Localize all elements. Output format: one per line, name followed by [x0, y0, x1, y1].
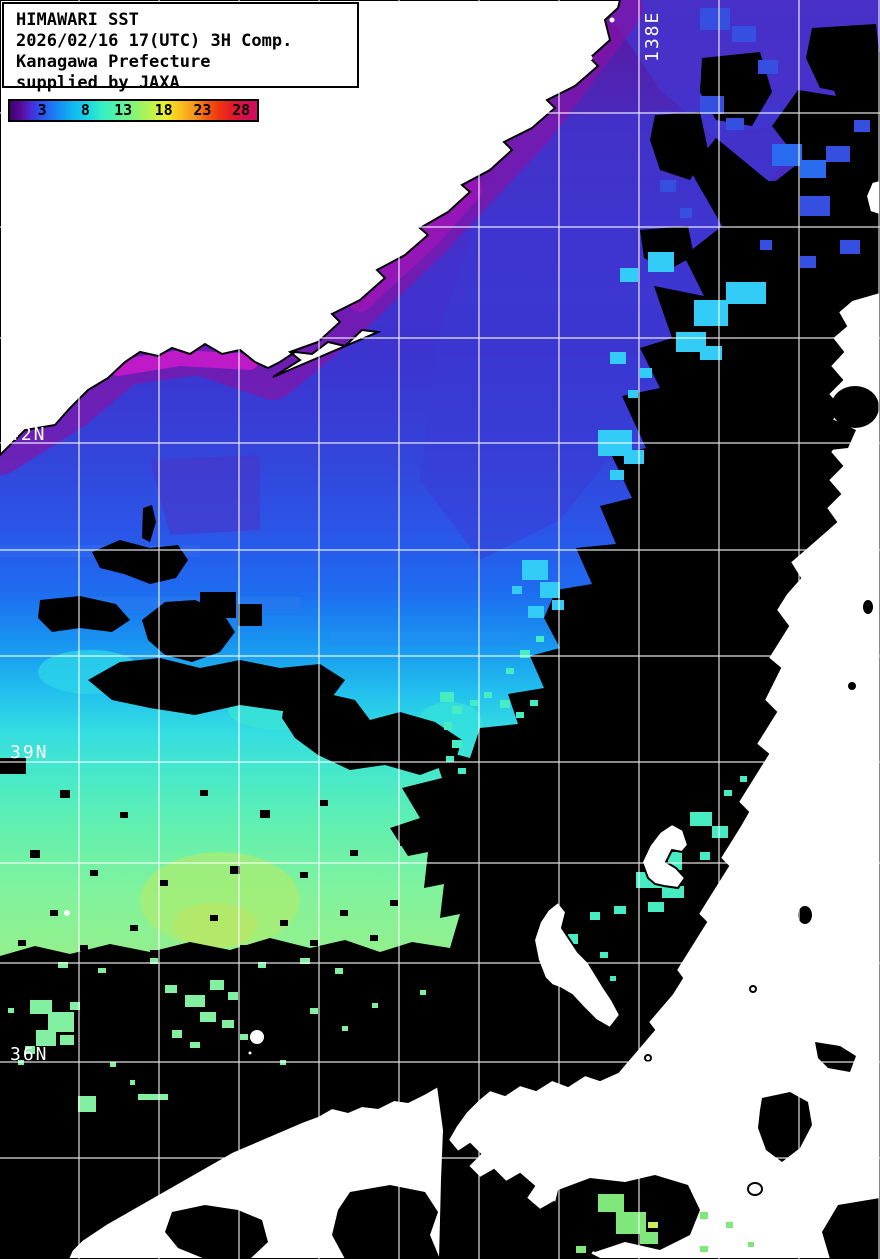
- lat-label-42n: 42N: [8, 424, 47, 445]
- land-honshu-east: [446, 290, 880, 1259]
- snow-specks: [64, 17, 615, 916]
- colorbar-tick: 23: [193, 101, 212, 119]
- cyan-patches: [512, 252, 766, 618]
- no-data-speckles: [18, 790, 408, 956]
- colorbar-tick: 13: [114, 101, 133, 119]
- colorbar-tick: 3: [37, 101, 47, 119]
- land-oki-island: [248, 1028, 266, 1046]
- info-title: HIMAWARI SST: [16, 10, 139, 30]
- no-data-main-region: [0, 38, 880, 1259]
- colorbar-tick: 28: [232, 101, 251, 119]
- lat-label-36n: 36N: [10, 1044, 49, 1065]
- info-credit: supplied by JAXA: [16, 73, 180, 93]
- colorbar-tick: 18: [154, 101, 173, 119]
- lat-label-39n: 39N: [10, 742, 49, 763]
- info-region: Kanagawa Prefecture: [16, 52, 211, 72]
- land-izu-oshima: [747, 1182, 763, 1196]
- inland-water-blobs: [165, 386, 880, 1259]
- blue-patches: [660, 8, 870, 268]
- colorbar-tick: 8: [80, 101, 90, 119]
- info-datetime: 2026/02/16 17(UTC) 3H Comp.: [16, 31, 293, 51]
- temperature-colorbar: 3 8 13 18 23 28: [8, 99, 259, 122]
- land-sado-island: [640, 822, 690, 890]
- land-noto-peninsula: [532, 900, 622, 1030]
- info-box: HIMAWARI SST 2026/02/16 17(UTC) 3H Comp.…: [2, 2, 359, 93]
- lon-label-138e: 138E: [642, 11, 663, 62]
